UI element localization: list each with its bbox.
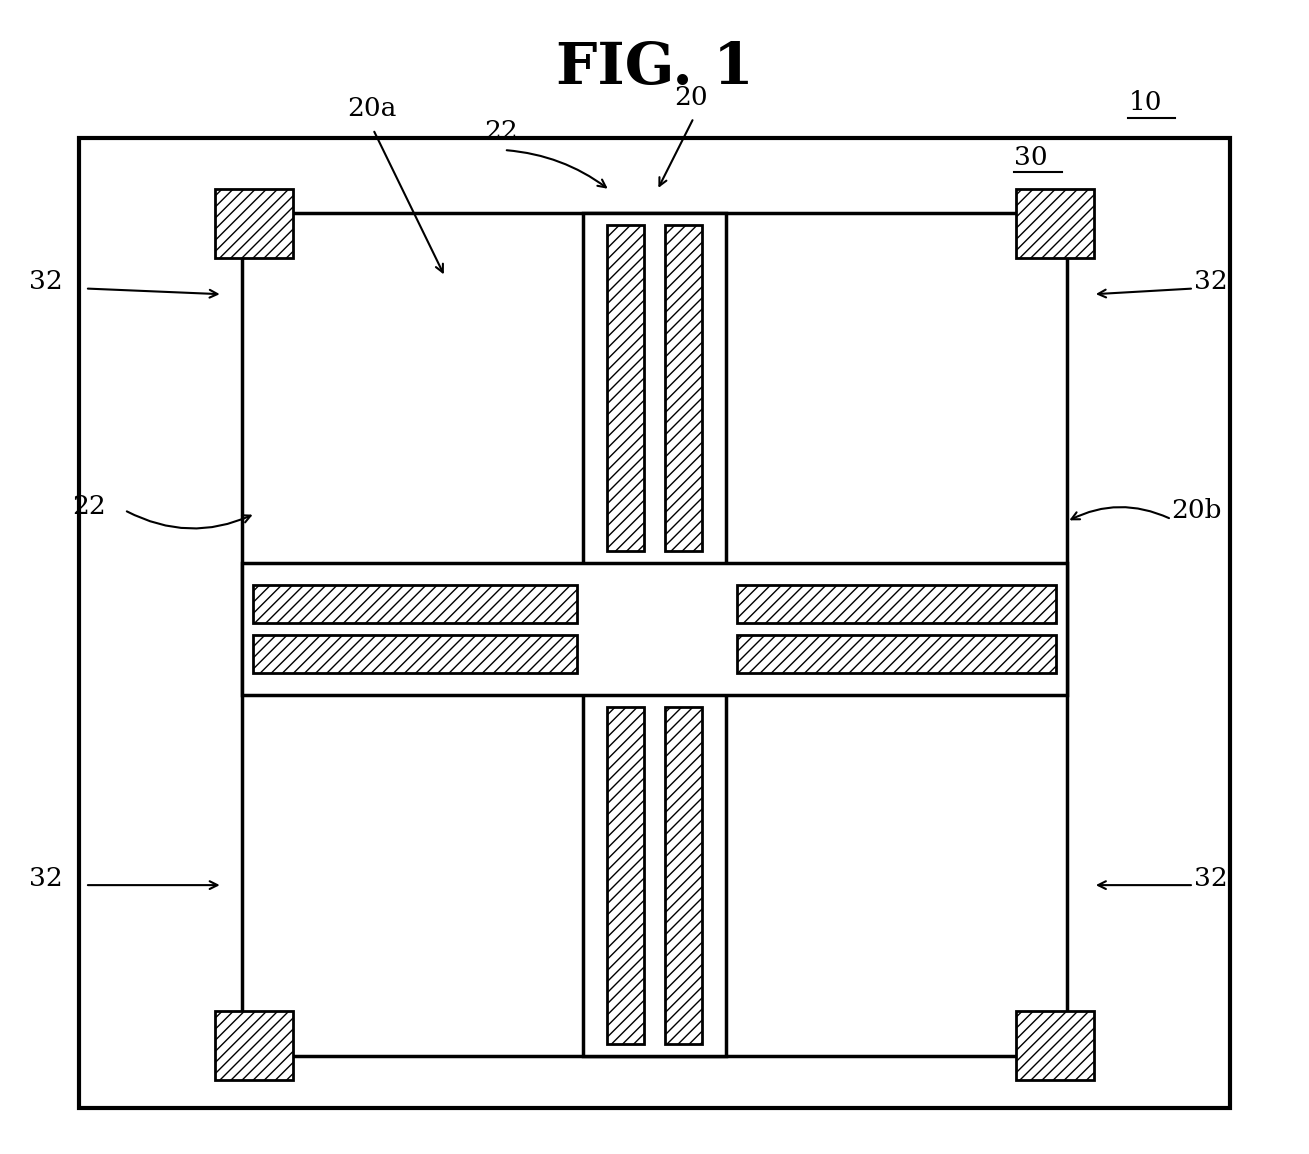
Text: 32: 32 bbox=[1194, 866, 1228, 891]
Bar bbox=[242, 213, 1067, 1056]
Text: 20: 20 bbox=[674, 84, 708, 110]
Text: 32: 32 bbox=[29, 866, 63, 891]
Text: 20b: 20b bbox=[1172, 497, 1223, 523]
Text: 10: 10 bbox=[1128, 90, 1162, 115]
Bar bbox=[1016, 189, 1094, 258]
Bar bbox=[607, 225, 644, 552]
Bar bbox=[607, 706, 644, 1044]
Text: 22: 22 bbox=[484, 119, 518, 144]
Bar bbox=[1016, 1011, 1094, 1080]
Bar bbox=[215, 1011, 293, 1080]
Text: FIG. 1: FIG. 1 bbox=[555, 40, 754, 97]
Bar bbox=[253, 635, 577, 674]
Bar bbox=[737, 635, 1056, 674]
Text: 32: 32 bbox=[1194, 269, 1228, 294]
Bar bbox=[665, 706, 702, 1044]
Bar bbox=[215, 189, 293, 258]
Bar bbox=[253, 584, 577, 623]
Text: 20a: 20a bbox=[347, 96, 397, 121]
Text: 32: 32 bbox=[29, 269, 63, 294]
Bar bbox=[665, 225, 702, 552]
Bar bbox=[737, 584, 1056, 623]
Bar bbox=[79, 138, 1230, 1108]
Bar bbox=[242, 562, 1067, 695]
Text: 30: 30 bbox=[1014, 144, 1049, 170]
Bar bbox=[583, 213, 726, 1056]
Text: 22: 22 bbox=[72, 494, 106, 519]
